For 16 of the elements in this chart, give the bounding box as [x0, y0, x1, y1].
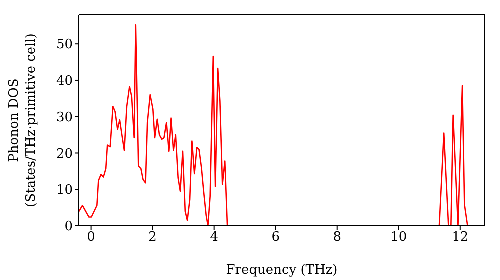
y-tick-label: 30 [56, 110, 73, 126]
x-axis-title: Frequency (THz) [226, 263, 338, 278]
y-axis-title: Phonon DOS (States/THz·primitive cell) [7, 33, 39, 208]
x-tick-label: 6 [272, 230, 280, 246]
y-tick-label: 50 [56, 38, 73, 53]
y-tick-label: 10 [56, 183, 73, 198]
line-series [79, 24, 468, 226]
x-tick-label: 4 [210, 230, 218, 246]
x-tick-label: 0 [87, 230, 96, 246]
x-tick-label: 12 [452, 230, 469, 246]
x-tick-label: 8 [333, 230, 342, 246]
y-tick-label: 0 [64, 220, 73, 235]
x-tick-label: 2 [148, 230, 157, 246]
x-tick-label: 10 [390, 230, 408, 246]
y-tick-label: 40 [56, 74, 73, 90]
y-tick-label: 20 [56, 146, 73, 162]
